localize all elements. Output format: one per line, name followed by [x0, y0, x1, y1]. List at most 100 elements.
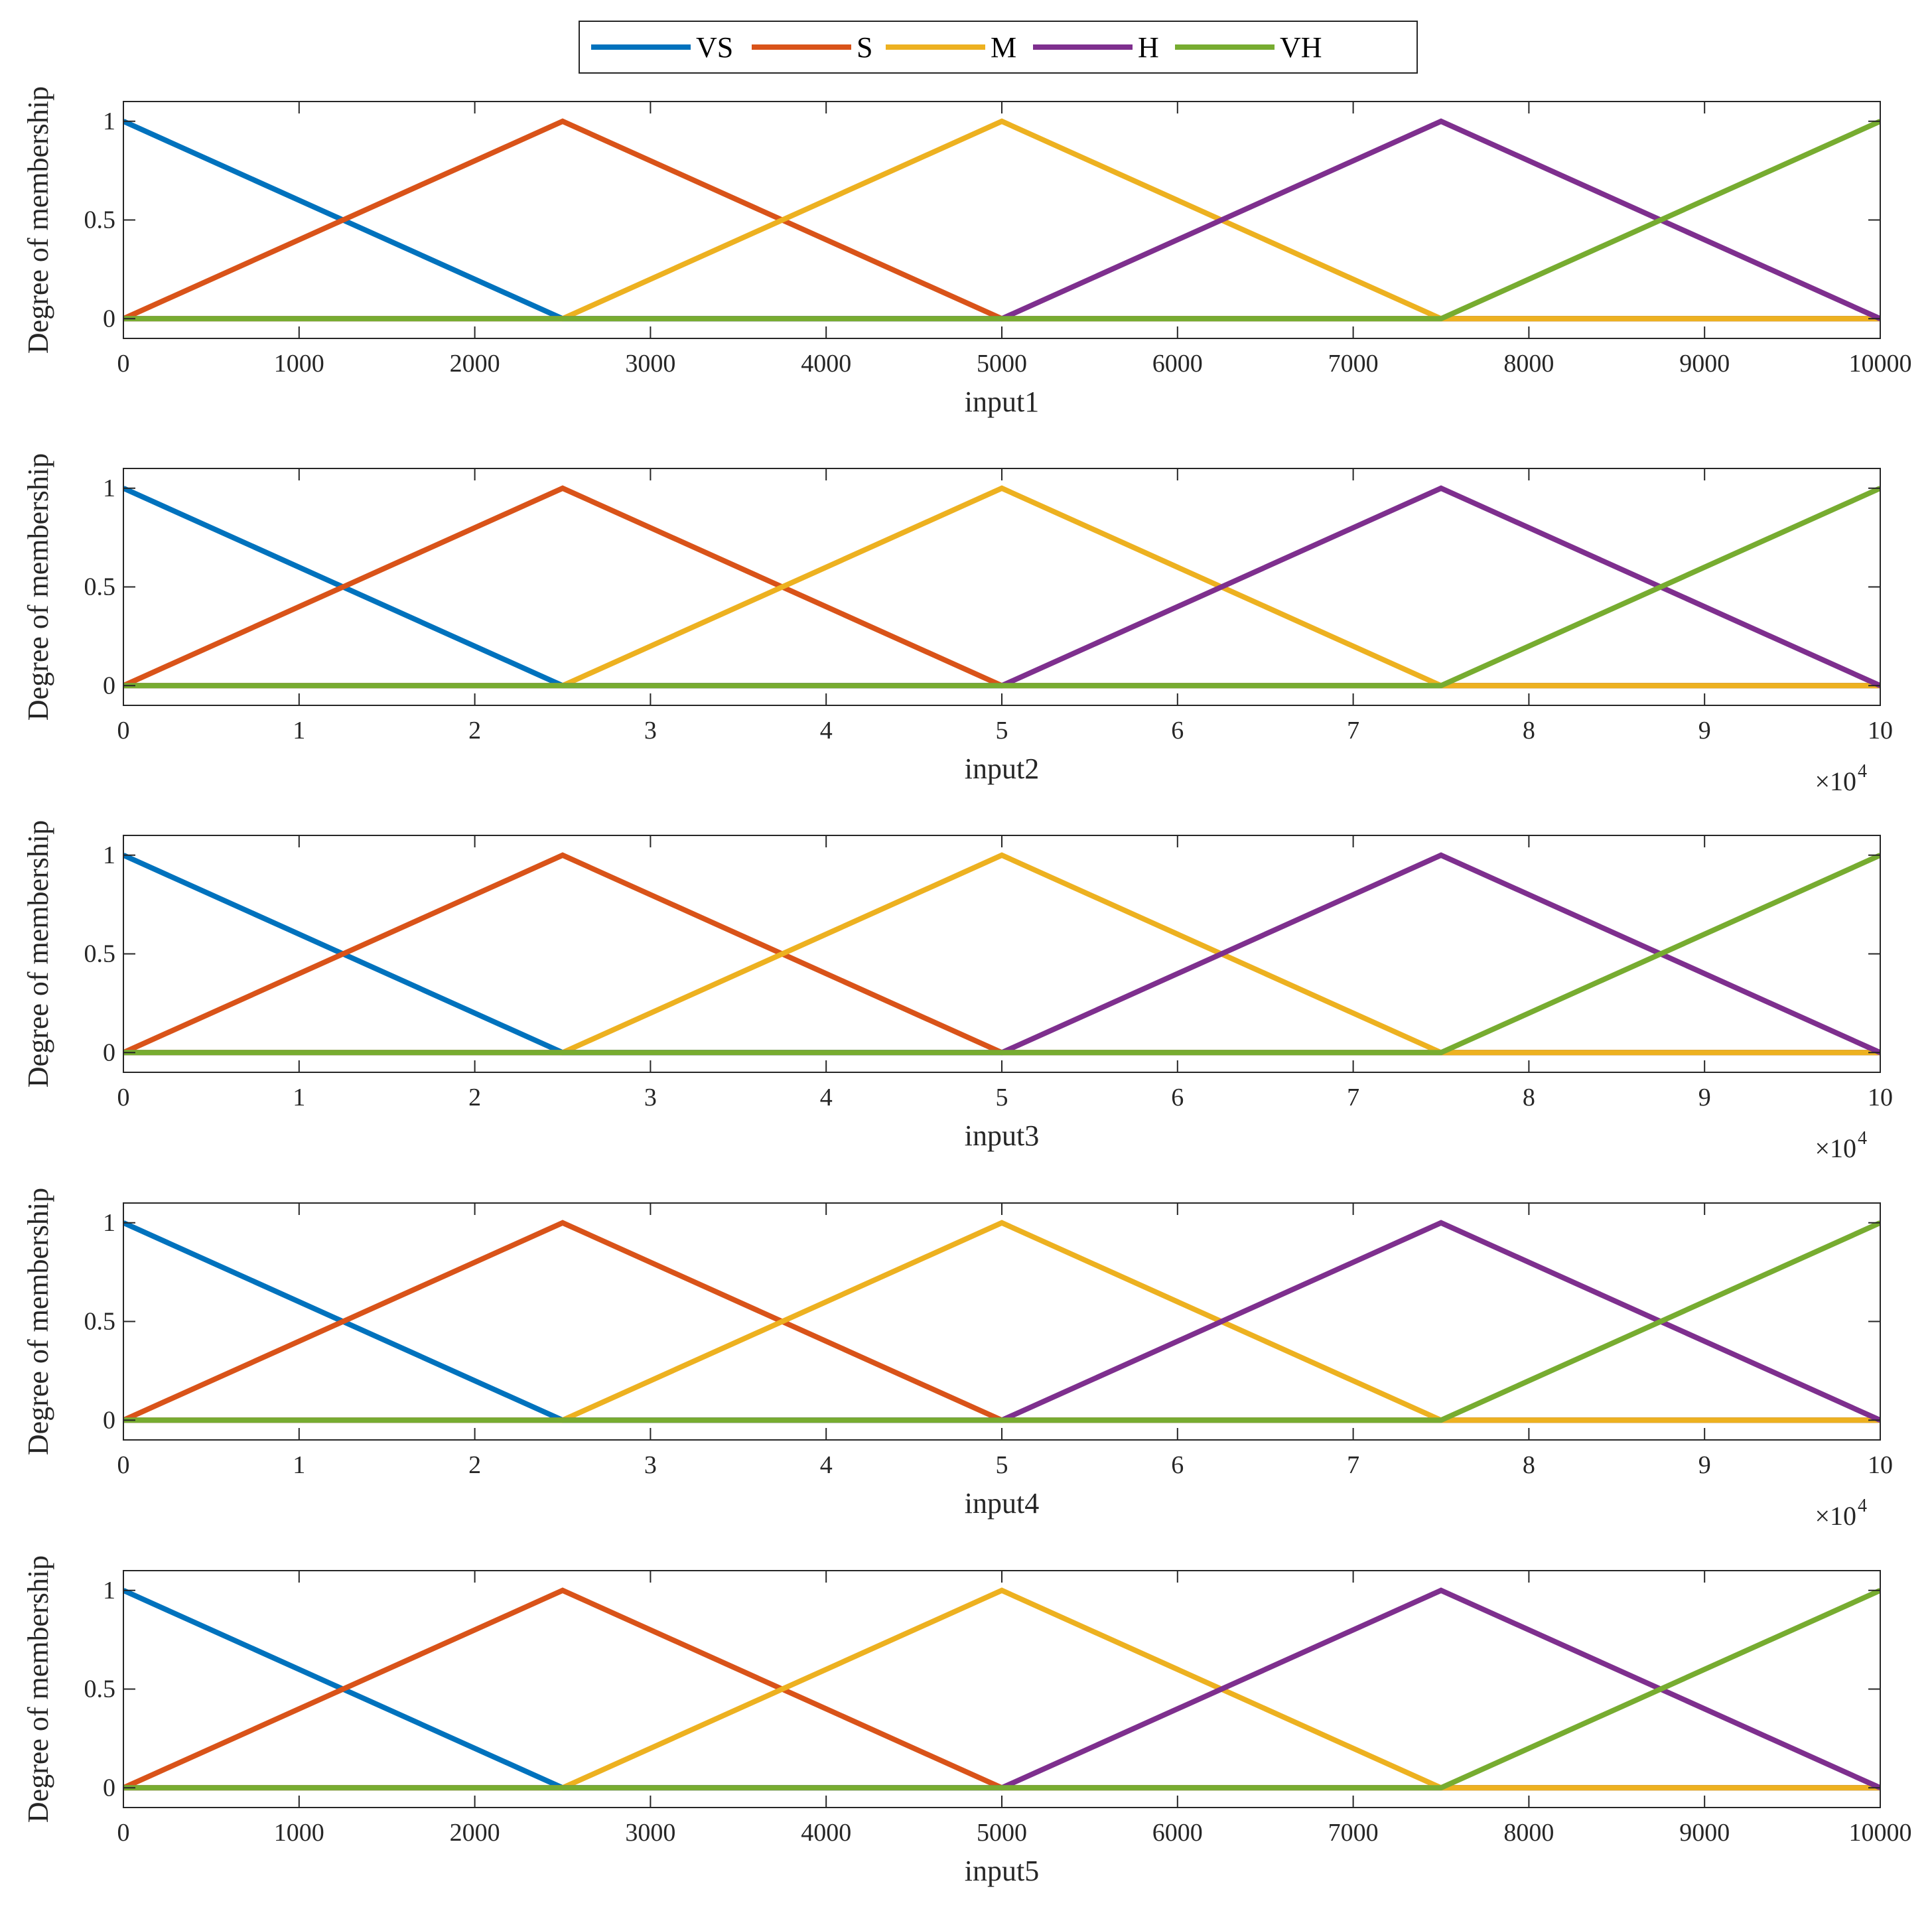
- x-axis-label: input4: [965, 1487, 1039, 1520]
- x-tick-label: 5: [996, 1084, 1008, 1111]
- x-tick-label: 5: [996, 1451, 1008, 1479]
- legend-label-vs: VS: [696, 31, 733, 64]
- series-m-line: [123, 118, 1880, 322]
- legend-label-m: M: [991, 31, 1016, 64]
- x-tick-label: 4: [820, 1084, 833, 1111]
- x-tick-label: 7: [1347, 717, 1359, 745]
- x-axis-label: input5: [965, 1855, 1039, 1887]
- x-tick-label: 10000: [1849, 350, 1912, 378]
- x-tick-label: 3000: [625, 1819, 675, 1847]
- series-vh-line: [123, 1220, 1880, 1423]
- x-tick-label: 5000: [977, 1819, 1027, 1847]
- y-tick-label: 1: [103, 841, 115, 869]
- x-tick-label: 4000: [801, 1819, 851, 1847]
- x-tick-label: 1: [293, 717, 305, 745]
- y-tick-label: 1: [103, 107, 115, 135]
- subplot-1: 0 1000 2000 3000 4000 5000 6000 7000 8000 9000 100…: [22, 86, 1912, 418]
- legend-label-vh: VH: [1280, 31, 1322, 64]
- axes-box: [123, 468, 1881, 706]
- y-tick-label: 0: [103, 1038, 115, 1066]
- subplot-2-series: [123, 485, 1880, 689]
- series-vs-line: [123, 853, 1880, 1056]
- y-tick-label: 1: [103, 1577, 115, 1604]
- series-h-line: [123, 118, 1880, 322]
- axes-box: [123, 1202, 1881, 1441]
- x-tick-label: 8: [1523, 1084, 1535, 1111]
- y-axis-label: Degree of membership: [22, 453, 54, 721]
- subplot-5: 0 1000 2000 3000 4000 5000 6000 7000 8000 9000 100…: [22, 1555, 1912, 1887]
- x-tick-label: 8: [1523, 1451, 1535, 1479]
- series-s-line: [123, 118, 1880, 322]
- series-h-line: [123, 852, 1880, 1056]
- x-axis-multiplier: ×10: [1815, 766, 1856, 796]
- series-s-line: [123, 1587, 1880, 1791]
- subplots: 0 1000 2000 3000 4000 5000 6000 7000 8000 9000 100…: [22, 86, 1912, 1887]
- x-axis-multiplier: ×10: [1815, 1133, 1856, 1163]
- y-tick-label: 0.5: [84, 940, 116, 968]
- x-axis-label: input1: [965, 386, 1039, 418]
- x-tick-label: 9000: [1679, 350, 1730, 378]
- y-tick-label: 0: [103, 305, 115, 332]
- x-tick-label: 6: [1171, 717, 1184, 745]
- x-tick-label: 7000: [1328, 350, 1379, 378]
- x-tick-label: 9: [1698, 1451, 1711, 1479]
- x-tick-label: 1: [293, 1451, 305, 1479]
- x-axis-multiplier-exponent: 4: [1858, 761, 1867, 782]
- x-tick-label: 1000: [274, 350, 324, 378]
- legend-label-h: H: [1138, 31, 1159, 64]
- x-tick-label: 0: [117, 1819, 130, 1847]
- series-s-line: [123, 485, 1880, 689]
- series-m-line: [123, 485, 1880, 689]
- x-tick-label: 2000: [450, 1819, 500, 1847]
- legend-label-s: S: [857, 31, 872, 64]
- x-axis-multiplier-exponent: 4: [1858, 1128, 1867, 1149]
- x-axis-label: input3: [965, 1119, 1039, 1152]
- y-axis-label: Degree of membership: [22, 86, 54, 354]
- y-tick-label: 0.5: [84, 1308, 116, 1336]
- x-tick-label: 3: [644, 1451, 657, 1479]
- x-tick-label: 8000: [1503, 350, 1554, 378]
- x-tick-label: 0: [117, 1451, 130, 1479]
- y-axis-label: Degree of membership: [22, 1188, 54, 1455]
- subplot-3: 0 1 2 3 4 5 6 7 8 9 10 0 0.5 1 input3 Degree of members…: [22, 820, 1893, 1163]
- x-tick-label: 9: [1698, 717, 1711, 745]
- series-vh-line: [123, 119, 1880, 322]
- series-vh-line: [123, 1588, 1880, 1791]
- axes-box: [123, 1570, 1881, 1808]
- axes-box: [123, 101, 1881, 339]
- x-tick-label: 8: [1523, 717, 1535, 745]
- series-vs-line: [123, 119, 1880, 322]
- legend-box: [579, 21, 1418, 74]
- x-tick-label: 2000: [450, 350, 500, 378]
- y-axis-label: Degree of membership: [22, 1555, 54, 1823]
- x-tick-label: 7: [1347, 1451, 1359, 1479]
- y-tick-label: 1: [103, 1209, 115, 1237]
- series-vs-line: [123, 1588, 1880, 1791]
- x-tick-label: 10: [1868, 717, 1893, 745]
- series-s-line: [123, 852, 1880, 1056]
- series-h-line: [123, 1220, 1880, 1423]
- x-tick-label: 5: [996, 717, 1008, 745]
- x-tick-label: 2: [468, 1451, 481, 1479]
- x-tick-label: 0: [117, 1084, 130, 1111]
- subplot-4-series: [123, 1220, 1880, 1423]
- x-tick-label: 6: [1171, 1084, 1184, 1111]
- x-tick-label: 8000: [1503, 1819, 1554, 1847]
- x-tick-label: 6: [1171, 1451, 1184, 1479]
- series-m-line: [123, 1587, 1880, 1791]
- x-tick-label: 7000: [1328, 1819, 1379, 1847]
- series-vs-line: [123, 486, 1880, 689]
- x-tick-label: 0: [117, 350, 130, 378]
- x-axis-label: input2: [965, 752, 1039, 785]
- y-tick-label: 0.5: [84, 206, 116, 234]
- x-tick-label: 6000: [1152, 350, 1203, 378]
- y-axis-label: Degree of membership: [22, 820, 54, 1088]
- series-m-line: [123, 1220, 1880, 1423]
- x-tick-label: 3: [644, 1084, 657, 1111]
- subplot-2: 0 1 2 3 4 5 6 7 8 9 10 0 0.5 1 input2 Degree of members…: [22, 453, 1893, 796]
- x-tick-label: 5000: [977, 350, 1027, 378]
- x-axis-multiplier-exponent: 4: [1858, 1496, 1867, 1516]
- series-s-line: [123, 1220, 1880, 1423]
- x-tick-label: 10000: [1849, 1819, 1912, 1847]
